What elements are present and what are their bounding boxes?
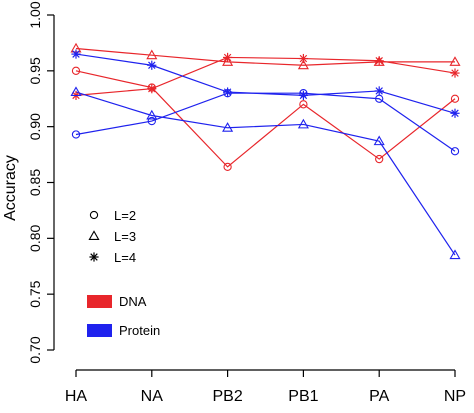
x-tick-label: NA xyxy=(141,388,164,405)
y-tick-label: 0.75 xyxy=(27,280,43,307)
data-point-protein-triangle xyxy=(449,249,461,260)
y-tick-label: 0.95 xyxy=(27,57,43,84)
data-point-dna-star xyxy=(298,53,308,64)
data-point-protein-star xyxy=(147,60,157,70)
series-lines xyxy=(75,47,456,256)
data-point-protein-star xyxy=(71,49,81,59)
data-point-dna-star xyxy=(450,68,460,78)
data-point-dna-star xyxy=(374,56,384,66)
series-line-dna-triangle xyxy=(75,47,455,66)
legend-marker-triangle xyxy=(88,230,100,240)
y-tick-label: 0.70 xyxy=(27,336,43,363)
axes: 0.70 0.75 0.80 0.85 0.90 0.95 1.00 HA NA PB2 PB1 PA… xyxy=(27,1,466,405)
data-point-protein-star xyxy=(298,90,308,100)
legend-label: L=2 xyxy=(114,208,136,223)
legend-label: L=4 xyxy=(114,250,136,265)
legend-label: DNA xyxy=(119,294,147,309)
x-tick-label: NP xyxy=(444,388,466,405)
legend-marker-circle xyxy=(89,210,99,220)
data-point-protein-circle xyxy=(450,147,460,156)
data-point-protein-triangle xyxy=(146,109,158,120)
data-point-dna-circle xyxy=(223,162,232,172)
data-point-protein-triangle xyxy=(373,135,385,146)
legend-marker-star xyxy=(89,252,99,262)
data-point-protein-triangle xyxy=(222,122,234,132)
x-tick-label: PA xyxy=(369,388,389,405)
data-point-protein-circle xyxy=(147,116,156,126)
series-line-protein-star xyxy=(75,53,456,114)
x-tick-label: PB2 xyxy=(212,388,242,405)
y-axis-title: Accuracy xyxy=(2,155,19,221)
x-tick-label: PB1 xyxy=(288,388,318,405)
data-point-dna-triangle xyxy=(222,56,234,66)
data-point-dna-star xyxy=(147,84,157,94)
data-point-dna-triangle xyxy=(449,56,461,66)
legend-label: L=3 xyxy=(114,229,136,244)
data-point-protein-circle xyxy=(71,130,81,139)
y-tick-label: 0.85 xyxy=(27,169,43,196)
y-tick-label: 1.00 xyxy=(27,1,43,28)
legend-swatch-protein xyxy=(87,324,112,337)
series-line-dna-circle xyxy=(75,70,456,168)
series-line-protein-circle xyxy=(75,92,456,152)
data-point-dna-star xyxy=(223,52,233,63)
data-point-dna-triangle xyxy=(146,49,158,60)
data-point-dna-circle xyxy=(71,66,81,75)
data-point-dna-circle xyxy=(375,154,384,164)
data-point-protein-star xyxy=(223,87,233,97)
data-point-protein-triangle xyxy=(297,118,309,129)
data-point-dna-circle xyxy=(450,94,460,103)
data-point-protein-star xyxy=(450,108,460,118)
legend-swatch-dna xyxy=(87,295,112,308)
legend-label: Protein xyxy=(119,323,160,338)
data-point-dna-triangle xyxy=(297,59,309,70)
data-point-dna-circle xyxy=(299,100,308,109)
series-line-protein-triangle xyxy=(75,91,456,256)
series-line-dna-star xyxy=(75,56,456,96)
data-point-protein-star xyxy=(374,86,384,96)
series-markers xyxy=(70,42,461,260)
x-tick-label: HA xyxy=(65,388,88,405)
y-tick-label: 0.90 xyxy=(27,113,43,140)
data-point-protein-triangle xyxy=(70,86,82,97)
y-tick-label: 0.80 xyxy=(27,224,43,251)
legend: L=2 L=3 L=4 DNA Protein xyxy=(87,208,160,338)
